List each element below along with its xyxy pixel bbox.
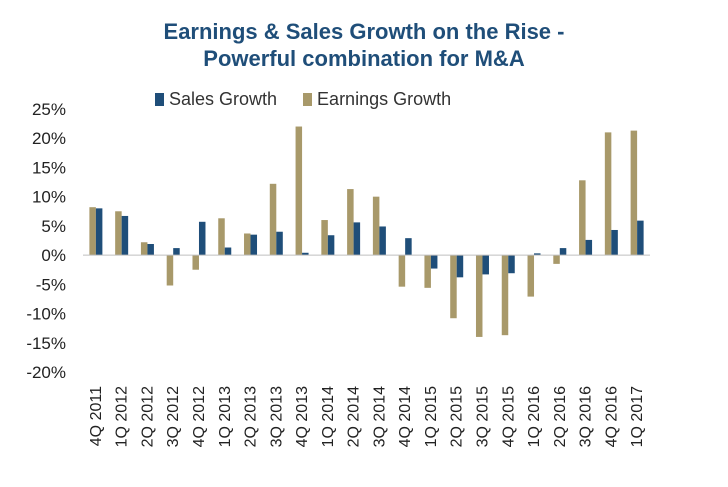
x-tick-label: 4Q 2014 [397, 386, 414, 447]
bar-earnings-growth [372, 196, 380, 256]
x-tick-label: 4Q 2012 [191, 386, 208, 447]
x-tick-label: 1Q 2012 [114, 386, 131, 447]
y-tick-label: 25% [32, 100, 66, 119]
y-tick-label: 5% [41, 217, 66, 236]
bar-earnings-growth [553, 255, 560, 264]
bar-earnings-growth [604, 132, 612, 256]
legend-item-earnings: Earnings Growth [303, 89, 451, 110]
x-tick-label: 3Q 2013 [268, 386, 285, 447]
x-tick-label: 2Q 2012 [139, 386, 156, 447]
legend-swatch-sales [155, 92, 164, 106]
bar-sales-growth [95, 208, 103, 256]
bar-earnings-growth [579, 180, 586, 256]
x-tick-label: 3Q 2014 [371, 386, 388, 447]
bar-earnings-growth [269, 183, 277, 256]
chart-title-line-2: Powerful combination for M&A [203, 46, 525, 71]
bar-earnings-growth [89, 207, 96, 256]
bar-earnings-growth [140, 242, 148, 256]
y-tick-label: 10% [32, 188, 66, 207]
bar-sales-growth [224, 247, 232, 256]
bar-sales-growth [173, 248, 180, 256]
x-tick-label: 2Q 2014 [346, 386, 363, 447]
chart-legend: Sales Growth Earnings Growth [155, 88, 477, 110]
bar-earnings-growth [347, 189, 354, 256]
y-tick-label: 0% [41, 246, 66, 265]
bar-sales-growth [508, 255, 515, 274]
x-tick-label: 4Q 2016 [603, 386, 620, 447]
bar-sales-growth [611, 229, 618, 256]
x-tick-label: 3Q 2015 [474, 386, 491, 447]
bar-earnings-growth [244, 233, 251, 256]
bar-sales-growth [198, 221, 206, 256]
bar-sales-growth [379, 226, 386, 256]
legend-label-earnings: Earnings Growth [317, 88, 452, 109]
bar-earnings-growth [192, 255, 199, 270]
legend-swatch-earnings [303, 92, 313, 106]
bar-earnings-growth [475, 255, 483, 337]
x-tick-label: 4Q 2015 [500, 386, 517, 447]
x-tick-label: 1Q 2017 [629, 386, 646, 447]
bar-sales-growth [405, 238, 412, 256]
bar-earnings-growth [218, 218, 225, 256]
y-tick-label: -5% [36, 275, 66, 294]
bar-sales-growth [559, 248, 567, 256]
x-tick-label: 2Q 2016 [552, 386, 569, 447]
y-tick-label: 20% [32, 129, 66, 148]
bar-sales-growth [482, 255, 489, 275]
bar-sales-growth [430, 255, 438, 269]
bar-earnings-growth [501, 255, 509, 336]
chart-title: Earnings & Sales Growth on the Rise - Po… [0, 18, 728, 72]
bar-earnings-growth [630, 130, 638, 256]
x-tick-label: 2Q 2015 [449, 386, 466, 447]
bar-sales-growth [637, 220, 644, 256]
bar-earnings-growth [450, 255, 457, 319]
bar-sales-growth [302, 252, 309, 256]
bar-earnings-growth [398, 255, 406, 287]
x-tick-label: 1Q 2015 [423, 386, 440, 447]
x-tick-label: 1Q 2013 [217, 386, 234, 447]
x-tick-label: 2Q 2013 [243, 386, 260, 447]
bar-earnings-growth [424, 255, 431, 288]
bar-earnings-growth [321, 220, 328, 256]
bar-sales-growth [276, 231, 283, 256]
x-tick-label: 1Q 2014 [320, 386, 337, 447]
bar-sales-growth [534, 253, 541, 256]
x-tick-label: 4Q 2013 [294, 386, 311, 447]
x-tick-label: 1Q 2016 [526, 386, 543, 447]
bar-sales-growth [353, 222, 361, 256]
legend-label-sales: Sales Growth [169, 88, 278, 109]
bar-earnings-growth [527, 255, 535, 297]
x-tick-label: 3Q 2012 [165, 386, 182, 447]
bar-sales-growth [250, 234, 258, 256]
bar-sales-growth [585, 239, 593, 256]
x-tick-label: 4Q 2011 [88, 386, 105, 446]
y-tick-label: -20% [26, 363, 66, 382]
bar-earnings-growth [166, 255, 174, 286]
bar-sales-growth [327, 235, 335, 256]
y-tick-label: 15% [32, 158, 66, 177]
bar-sales-growth [147, 244, 154, 256]
bar-sales-growth [121, 215, 129, 256]
bar-sales-growth [456, 255, 464, 278]
chart-title-line-1: Earnings & Sales Growth on the Rise - [163, 19, 565, 44]
bar-earnings-growth [295, 126, 303, 256]
bar-earnings-growth [115, 211, 122, 256]
x-tick-label: 3Q 2016 [578, 386, 595, 447]
legend-item-sales: Sales Growth [155, 89, 277, 110]
y-tick-label: -15% [26, 334, 66, 353]
y-tick-label: -10% [26, 305, 66, 324]
